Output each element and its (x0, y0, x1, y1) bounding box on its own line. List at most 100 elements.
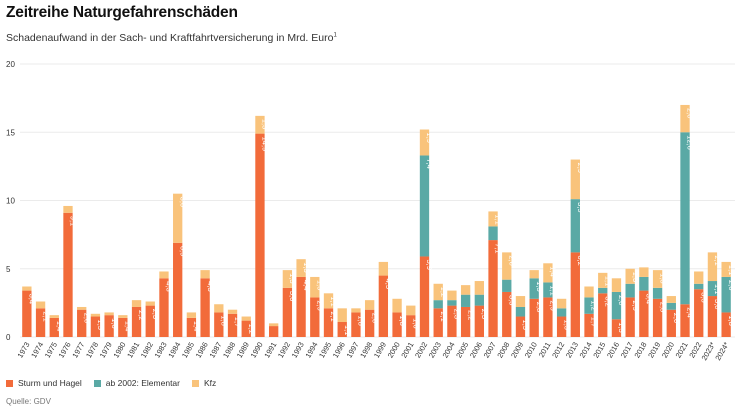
bar-segment (269, 326, 279, 337)
x-tick-label: 1989 (235, 341, 251, 360)
bar-value-label: 1,1 (494, 214, 503, 224)
bar-segment (474, 305, 484, 337)
x-tick-label: 2015 (591, 341, 607, 360)
bar-value-label: 3,9 (576, 202, 585, 212)
bar-segment (131, 300, 142, 307)
bar-value-label: 2,3 (453, 309, 462, 319)
bar-value-label: 1,4 (124, 321, 133, 331)
bar-segment (392, 312, 402, 337)
y-tick-label: 10 (6, 197, 15, 206)
bar-segment (639, 267, 649, 277)
bar-value-label: 2,0 (370, 313, 379, 323)
bar-value-label: 2,4 (686, 307, 695, 317)
bar-value-label: 2,9 (315, 300, 324, 310)
bar-segment (625, 268, 635, 284)
bar-segment (282, 287, 293, 337)
bar-segment (652, 287, 663, 299)
bar-value-label: 3,4 (28, 294, 37, 304)
bar-segment (406, 305, 416, 316)
bar-segment (502, 279, 512, 292)
bar-segment (378, 275, 389, 337)
bar-segment (49, 315, 59, 318)
bar-segment (433, 300, 443, 309)
bar-segment (227, 309, 238, 314)
bar-segment (611, 278, 622, 292)
subtitle-text: Schadenaufwand in der Sach- und Kraftfah… (6, 32, 334, 44)
bar-segment (310, 276, 320, 298)
bar-value-label: 1,3 (261, 119, 270, 129)
x-tick-label: 2009 (509, 341, 525, 360)
bar-segment (598, 293, 608, 337)
bar-value-label: 2,0 (617, 295, 626, 305)
bar-segment (118, 315, 128, 318)
bar-segment (269, 323, 279, 327)
bar-segment (707, 296, 718, 337)
legend-item-sturm: Sturm und Hagel (6, 378, 82, 388)
bar-segment (200, 270, 210, 279)
bar-value-label: 3,6 (178, 197, 187, 207)
bar-value-label: 3,5 (699, 292, 708, 302)
bar-segment (159, 278, 169, 337)
bar-value-label: 1,8 (357, 315, 366, 325)
bar-segment (598, 272, 608, 288)
bar-segment (419, 155, 430, 257)
bar-segment (364, 300, 375, 310)
bar-segment (652, 270, 663, 288)
bar-value-label: 1,8 (727, 315, 735, 325)
bar-segment (652, 298, 663, 337)
bar-segment (488, 211, 498, 227)
bar-segment (22, 286, 32, 291)
x-tick-label: 2011 (537, 341, 553, 359)
bar-value-label: 1,4 (549, 266, 558, 276)
bar-segment (282, 270, 293, 288)
bar-value-label: 1,7 (233, 317, 242, 327)
bar-segment (337, 308, 347, 322)
legend-item-kfz: Kfz (192, 378, 216, 388)
bar-value-label: 4,3 (165, 281, 174, 291)
bar-segment (241, 320, 251, 337)
bar-segment (186, 312, 197, 318)
bar-segment (77, 306, 87, 310)
bar-segment (515, 306, 526, 317)
bar-segment (255, 133, 265, 337)
bar-segment (611, 319, 622, 337)
bar-segment (639, 290, 649, 337)
bar-segment (406, 315, 416, 337)
x-tick-label: 1979 (98, 341, 114, 360)
x-tick-label: 2002 (413, 341, 429, 360)
bar-value-label: 5,9 (425, 259, 434, 269)
bar-segment (694, 289, 704, 337)
bar-value-label: 1,8 (220, 315, 229, 325)
chart-subtitle: Schadenaufwand in der Sach- und Kraftfah… (6, 32, 337, 44)
bar-value-label: 1,7 (590, 317, 599, 327)
legend-label-sturm: Sturm und Hagel (18, 378, 82, 388)
bar-segment (378, 261, 389, 276)
bar-value-label: 2,3 (151, 309, 160, 319)
x-tick-label: 1987 (207, 341, 223, 360)
bar-value-label: 2,2 (137, 310, 146, 320)
x-tick-label: 2005 (454, 341, 470, 360)
bar-segment (104, 312, 114, 316)
bar-segment (570, 252, 580, 337)
bar-segment (173, 193, 183, 243)
bar-value-label: 7,4 (425, 158, 434, 168)
y-tick-label: 5 (6, 265, 11, 274)
bar-segment (90, 313, 101, 317)
bar-segment (666, 309, 676, 337)
x-tick-label: 1973 (15, 341, 31, 360)
bar-value-label: 1,6 (110, 318, 119, 328)
x-tick-label: 1992 (276, 341, 292, 360)
y-tick-label: 20 (6, 60, 15, 69)
bar-segment (694, 271, 704, 284)
source-note: Quelle: GDV (6, 397, 51, 406)
bar-value-label: 2,2 (466, 310, 475, 320)
bar-value-label: 1,4 (55, 321, 64, 331)
bar-value-label: 1,3 (302, 262, 311, 272)
bar-segment (310, 297, 320, 337)
bar-segment (474, 281, 484, 295)
bar-segment (159, 271, 169, 279)
bar-segment (707, 252, 718, 282)
bar-segment (227, 313, 238, 337)
bar-segment (186, 317, 197, 337)
bar-segment (721, 276, 731, 313)
